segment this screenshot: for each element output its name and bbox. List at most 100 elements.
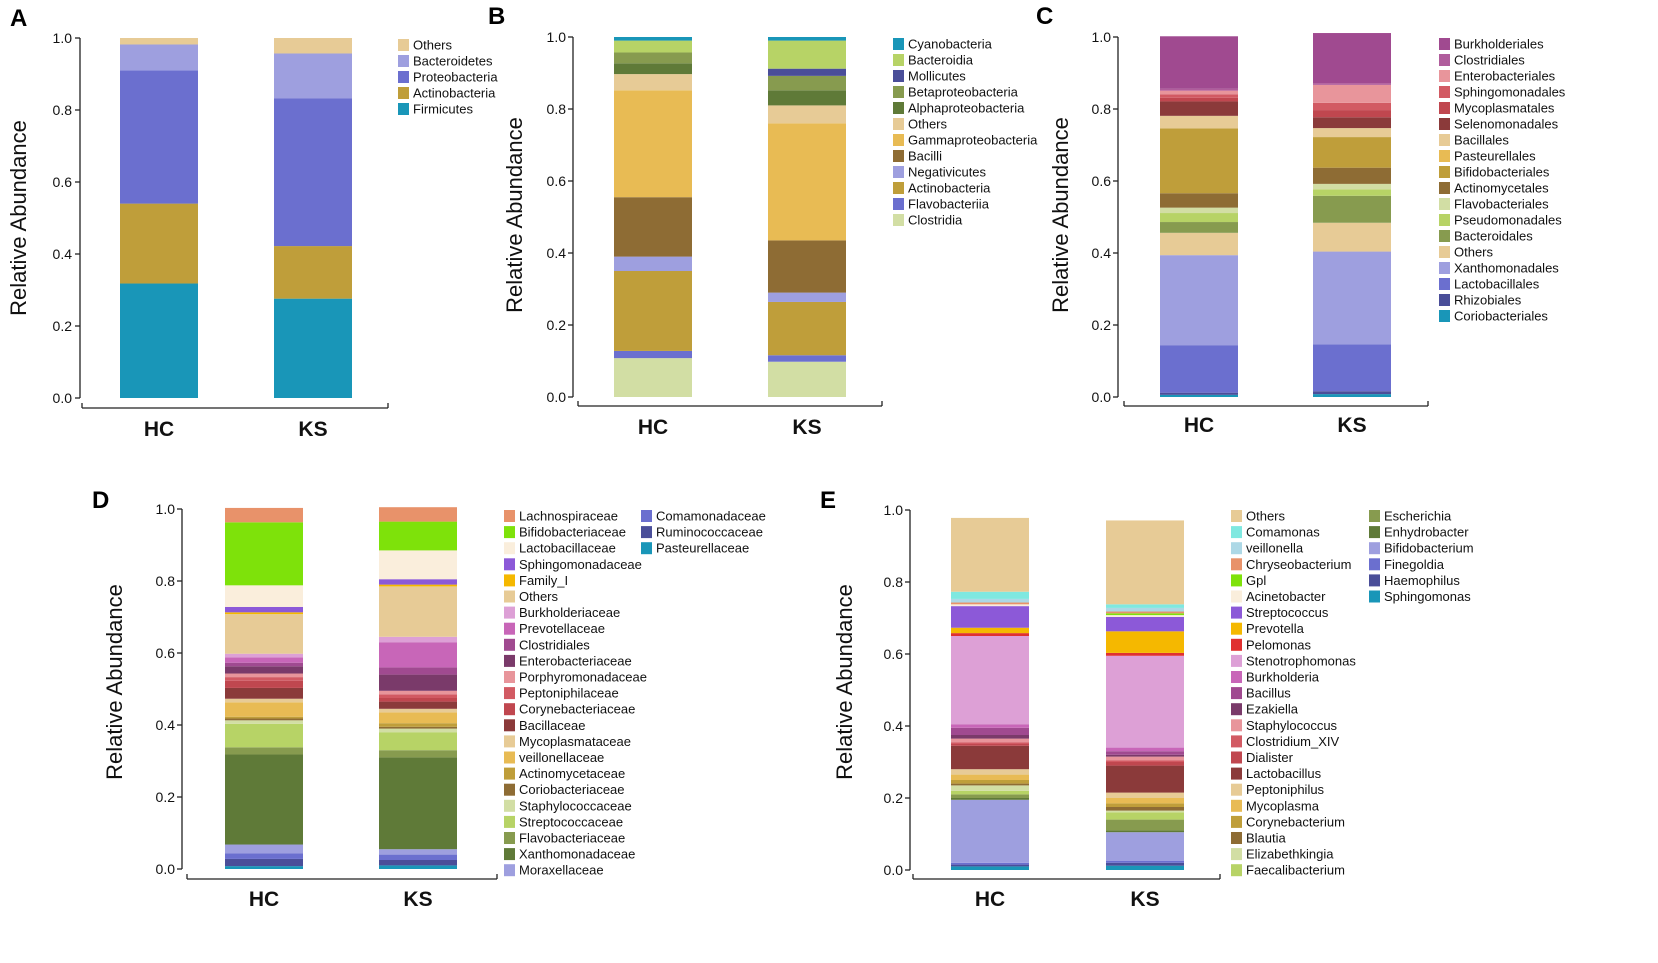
y-tick-label: 0.2 xyxy=(884,790,904,806)
legend-item-streptococcus: Streptococcus xyxy=(1231,605,1329,620)
legend-label: Prevotella xyxy=(1246,621,1305,636)
y-tick-label: 0.0 xyxy=(1092,389,1112,405)
bar-segment-hc-ruminococcaceae xyxy=(225,858,303,867)
legend-item-prevotellaceae: Prevotellaceae xyxy=(504,621,605,636)
legend-item-gpl: Gpl xyxy=(1231,573,1266,588)
legend-swatch xyxy=(893,70,904,82)
bar-segment-ks-family-i xyxy=(379,584,457,587)
bar-segment-hc-clostridium-xiv xyxy=(951,742,1029,744)
y-tick-label: 0.8 xyxy=(1092,101,1112,117)
bar-segment-hc-bacteroidia xyxy=(614,40,692,53)
bar-segment-hc-dialister xyxy=(951,744,1029,746)
y-axis-label: Relative Abundance xyxy=(502,117,527,313)
legend-item-cyanobacteria: Cyanobacteria xyxy=(893,37,993,52)
legend-item-acinetobacter: Acinetobacter xyxy=(1231,589,1326,604)
bar-segment-hc-others xyxy=(225,614,303,654)
legend-swatch xyxy=(893,182,904,194)
panel-b: B 0.0 0.2 0.4 0.6 0.8 1.0 Relative Abundance HC K… xyxy=(488,3,1038,439)
legend-item-coriobacteriales: Coriobacteriales xyxy=(1439,309,1548,324)
legend-item-sphingomonadaceae: Sphingomonadaceae xyxy=(504,557,642,572)
legend-item-streptococcaceae: Streptococcaceae xyxy=(504,814,623,829)
legend-item-moraxellaceae: Moraxellaceae xyxy=(504,863,604,878)
bar-segment-hc-actinomycetales xyxy=(1160,193,1238,208)
legend-swatch xyxy=(1231,558,1242,571)
bar-segment-hc-cyanobacteria xyxy=(614,37,692,41)
legend-swatch xyxy=(1231,767,1242,780)
bar-segment-ks-ruminococcaceae xyxy=(379,860,457,866)
bar-segment-ks-moraxellaceae xyxy=(379,849,457,855)
legend-item-pseudomonadales: Pseudomonadales xyxy=(1439,213,1562,228)
bar-segment-hc-comamonas xyxy=(951,591,1029,599)
legend-item-staphylococcaceae: Staphylococcaceae xyxy=(504,798,632,813)
legend-swatch xyxy=(1231,864,1242,877)
legend-swatch xyxy=(504,687,515,700)
x-category-label-ks: KS xyxy=(1130,888,1159,911)
legend-swatch xyxy=(504,654,515,667)
legend-item-enhydrobacter: Enhydrobacter xyxy=(1369,525,1469,540)
legend-swatch xyxy=(1439,262,1450,274)
legend-label: Corynebacterium xyxy=(1246,814,1345,829)
x-category-label-ks: KS xyxy=(403,888,432,911)
legend-label: Mycoplasmatales xyxy=(1454,101,1555,116)
legend-item-bifidobacteriales: Bifidobacteriales xyxy=(1439,165,1550,180)
legend-swatch xyxy=(1231,671,1242,683)
legend-swatch xyxy=(504,848,515,861)
bar-segment-hc-burkholderiales xyxy=(1160,36,1238,89)
y-tick-label: 0.0 xyxy=(884,862,904,878)
bar-segment-ks-enhydrobacter xyxy=(1106,830,1184,833)
bar-segment-hc-stenotrophomonas xyxy=(951,636,1029,725)
legend-swatch xyxy=(1439,54,1450,66)
legend-label: Xanthomonadaceae xyxy=(519,847,635,862)
legend-label: Moraxellaceae xyxy=(519,863,604,878)
legend-swatch xyxy=(893,214,904,226)
legend-swatch xyxy=(1439,118,1450,130)
legend-label: Comamonas xyxy=(1246,525,1320,540)
bar-segment-ks-faecalibacterium xyxy=(1106,812,1184,820)
bar-segment-ks-bifidobacterium xyxy=(1106,832,1184,861)
legend-item-bacteroidales: Bacteroidales xyxy=(1439,229,1533,244)
bar-segment-hc-selenomonadales xyxy=(1160,101,1238,116)
bar-segment-hc-coriobacteriaceae xyxy=(225,718,303,721)
legend-item-ezakiella: Ezakiella xyxy=(1231,702,1299,717)
legend-label: Enterobacteriales xyxy=(1454,69,1556,84)
bar-segment-ks-mycoplasma xyxy=(1106,798,1184,804)
bar-segment-ks-rhizobiales xyxy=(1313,391,1391,395)
legend-item-actinobacteria: Actinobacteria xyxy=(398,86,496,101)
bar-segment-hc-proteobacteria xyxy=(120,70,198,204)
bar-segment-hc-bifidobacteriaceae xyxy=(225,522,303,586)
bar-segment-hc-bacillaceae xyxy=(225,687,303,699)
bar-segment-hc-lachnospiraceae xyxy=(225,507,303,523)
panel-e: E 0.0 0.2 0.4 0.6 0.8 1.0 Relative Abundance HC K… xyxy=(820,487,1474,911)
legend-item-blautia: Blautia xyxy=(1231,831,1287,846)
bar-segment-ks-coriobacteriales xyxy=(1313,394,1391,397)
bar-segment-hc-corynebacteriaceae xyxy=(225,680,303,688)
bar-segment-hc-enterobacteriales xyxy=(1160,90,1238,95)
legend-item-enterobacteriales: Enterobacteriales xyxy=(1439,69,1556,84)
legend-item-sphingomonas: Sphingomonas xyxy=(1369,589,1471,604)
bar-segment-hc-ezakiella xyxy=(951,735,1029,739)
bar-segment-ks-ezakiella xyxy=(1106,754,1184,757)
bar-segment-hc-flavobacteriales xyxy=(1160,207,1238,214)
y-axis-label: Relative Abundance xyxy=(6,120,31,316)
legend-label: veillonella xyxy=(1246,541,1304,556)
legend-label: Corynebacteriaceae xyxy=(519,702,635,717)
legend-swatch xyxy=(1439,102,1450,114)
bar-segment-hc-peptoniphilus xyxy=(951,769,1029,775)
bar-segment-hc-prevotella xyxy=(951,627,1029,634)
legend-label: Streptococcaceae xyxy=(519,814,623,829)
legend-swatch xyxy=(1369,558,1380,571)
legend-swatch xyxy=(1439,38,1450,50)
bar-segment-ks-bacteroidia xyxy=(768,40,846,69)
legend-label: Burkholderiaceae xyxy=(519,605,620,620)
legend-swatch xyxy=(893,38,904,50)
legend-swatch xyxy=(504,590,515,603)
bar-segment-hc-bacilli xyxy=(614,197,692,257)
legend-label: Xanthomonadales xyxy=(1454,261,1559,276)
bar-segment-ks-staphylococcaceae xyxy=(379,728,457,733)
bar-segment-hc-enhydrobacter xyxy=(951,798,1029,800)
legend-item-xanthomonadaceae: Xanthomonadaceae xyxy=(504,847,635,862)
legend-label: Cyanobacteria xyxy=(908,37,993,52)
legend-label: Others xyxy=(1246,509,1286,524)
legend-label: Peptoniphilaceae xyxy=(519,686,619,701)
legend-swatch xyxy=(1439,134,1450,146)
